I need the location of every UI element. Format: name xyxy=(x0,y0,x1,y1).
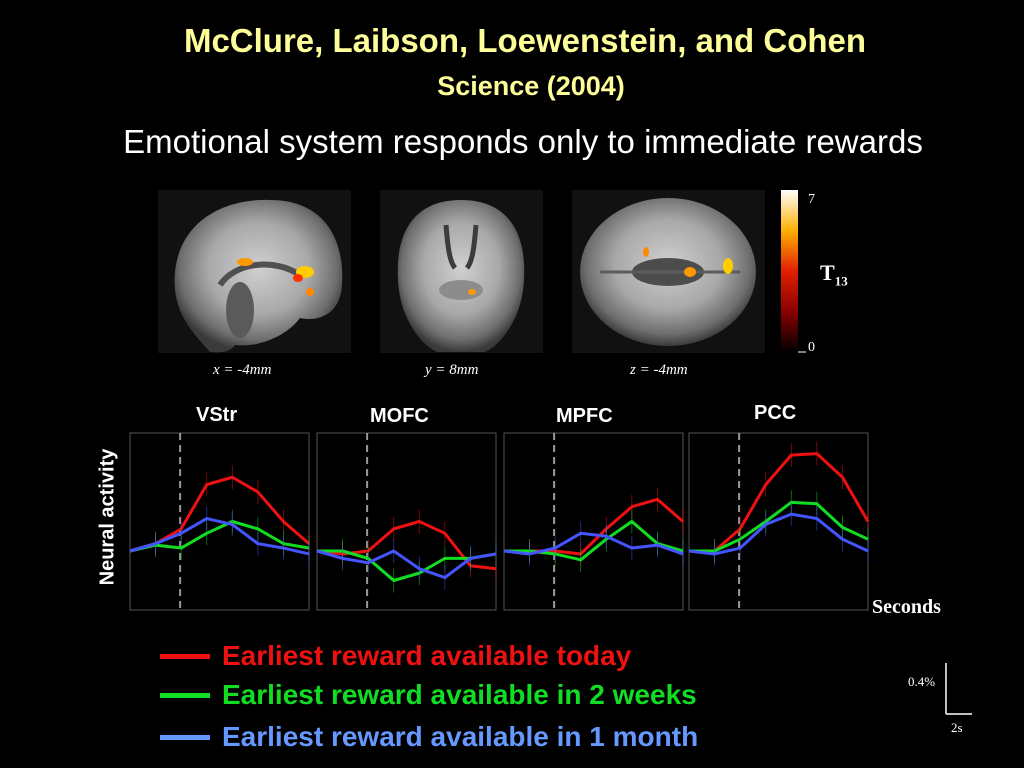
colorbar-min: 0 xyxy=(808,340,815,355)
legend-label-2weeks: Earliest reward available in 2 weeks xyxy=(222,679,697,710)
panel-title-mpfc: MPFC xyxy=(556,405,613,427)
line-plots xyxy=(129,432,870,611)
legend-item-today: Earliest reward available today xyxy=(160,638,631,674)
slide-subtitle: Emotional system responds only to immedi… xyxy=(123,123,923,160)
plot-frame-mofc xyxy=(316,432,497,611)
legend-item-1month: Earliest reward available in 1 month xyxy=(160,719,698,755)
series-line-vstr-0 xyxy=(129,475,310,553)
slice-label-x: x = -4mm xyxy=(213,362,272,378)
panel-title-pcc: PCC xyxy=(754,402,797,424)
brain-slice-coronal xyxy=(380,190,543,353)
series-line-pcc-2 xyxy=(688,512,869,556)
slice-label-z: z = -4mm xyxy=(630,362,688,378)
journal-title: Science (2004) xyxy=(437,71,625,101)
legend-swatch-today xyxy=(160,653,210,659)
panel-title-mofc: MOFC xyxy=(370,405,429,427)
colorbar-max: 7 xyxy=(808,192,815,207)
scale-bar xyxy=(945,663,972,715)
colorbar xyxy=(781,190,798,352)
legend-item-2weeks: Earliest reward available in 2 weeks xyxy=(160,677,697,713)
plot-frame-vstr xyxy=(129,432,310,611)
legend-label-1month: Earliest reward available in 1 month xyxy=(222,721,699,752)
authors-title: McClure, Laibson, Loewenstein, and Cohen xyxy=(183,22,867,59)
series-line-vstr-1 xyxy=(129,520,310,553)
series-line-mofc-2 xyxy=(316,549,497,580)
scale-bar-horizontal-label: 2s xyxy=(951,720,963,735)
colorbar-stat-label: T13 xyxy=(820,260,848,289)
legend-swatch-2weeks xyxy=(160,692,210,698)
series-line-mofc-1 xyxy=(317,549,497,582)
series-line-pcc-1 xyxy=(689,500,869,553)
series-line-vstr-2 xyxy=(129,517,310,556)
brain-slice-sagittal xyxy=(158,190,351,353)
panel-title-vstr: VStr xyxy=(196,404,238,426)
series-line-pcc-0 xyxy=(689,452,870,553)
plot-frame-pcc xyxy=(688,432,869,611)
scale-bar-vertical-label: 0.4% xyxy=(908,674,936,689)
x-axis-label: Seconds xyxy=(872,596,941,618)
brain-slice-axial xyxy=(572,190,765,353)
legend-swatch-1month xyxy=(160,734,210,740)
series-line-mpfc-2 xyxy=(503,531,684,556)
legend-label-today: Earliest reward available today xyxy=(222,640,632,671)
plot-frame-mpfc xyxy=(503,432,684,611)
y-axis-label: Neural activity xyxy=(96,448,119,586)
slice-label-y: y = 8mm xyxy=(425,362,479,378)
